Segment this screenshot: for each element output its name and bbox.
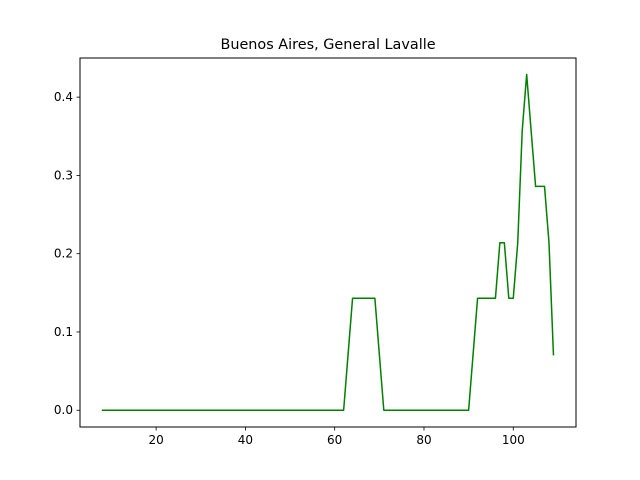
y-axis: 0.0 0.1 0.2 0.3 0.4 (54, 90, 80, 417)
y-tick-label: 0.0 (54, 403, 73, 417)
y-tick-label: 0.3 (54, 168, 73, 182)
x-tick-label: 60 (327, 433, 342, 447)
chart-title: Buenos Aires, General Lavalle (220, 37, 435, 53)
x-tick-label: 100 (502, 433, 525, 447)
series-line-0 (101, 73, 555, 411)
y-tick-label: 0.2 (54, 247, 73, 261)
x-axis: 20 40 60 80 100 (148, 427, 525, 447)
axes-frame (79, 57, 577, 428)
x-tick-label: 80 (416, 433, 431, 447)
x-tick-label: 20 (148, 433, 163, 447)
x-tick-label: 40 (238, 433, 253, 447)
plot-area (101, 73, 555, 411)
y-tick-label: 0.1 (54, 325, 73, 339)
y-tick-label: 0.4 (54, 90, 73, 104)
